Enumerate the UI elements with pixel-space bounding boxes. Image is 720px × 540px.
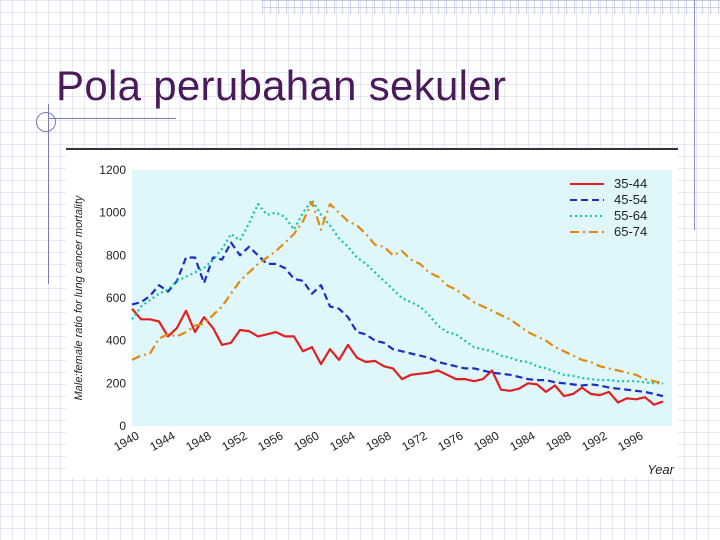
x-tick-label: 1948: [183, 428, 213, 454]
y-tick-label: 800: [106, 248, 126, 262]
lung-cancer-ratio-chart: 0 200 400 600 800 1000 1200 Male:female ratio f…: [73, 163, 675, 477]
y-tick-label: 1000: [99, 206, 126, 220]
legend-label: 55-64: [614, 208, 647, 223]
legend-label: 65-74: [614, 224, 647, 239]
x-tick-label: 1984: [507, 428, 537, 454]
series-line-35-44: [131, 307, 664, 406]
x-tick-label: 1956: [255, 428, 285, 454]
slide-right-rule: [694, 0, 695, 230]
x-tick-label: 1944: [147, 428, 177, 454]
plot-area: [132, 170, 672, 426]
legend-label: 45-54: [614, 192, 647, 207]
x-tick-label: 1992: [579, 428, 609, 454]
x-tick-label: 1980: [471, 428, 501, 454]
y-tick-label: 1200: [99, 163, 126, 177]
x-tick-label: 1976: [435, 428, 465, 454]
x-tick-label: 1988: [543, 428, 573, 454]
x-tick-label: 1960: [291, 428, 321, 454]
x-axis-label: Year: [647, 462, 674, 477]
x-tick-label: 1968: [363, 428, 393, 454]
figure-top-border: [66, 148, 678, 150]
y-tick-label: 0: [119, 419, 126, 433]
x-tick-label: 1940: [111, 428, 141, 454]
y-tick-label: 400: [106, 334, 126, 348]
legend-label: 35-44: [614, 176, 647, 191]
series-line-65-74: [131, 200, 664, 385]
slide-top-decoration: [262, 0, 720, 14]
title-underline: [48, 118, 176, 119]
slide-left-rule: [48, 104, 49, 284]
y-tick-label: 200: [106, 376, 126, 390]
bullet-circle-icon: [36, 112, 56, 132]
x-tick-label: 1972: [399, 428, 429, 454]
y-axis-label: Male:female ratio for lung cancer mortal…: [73, 194, 85, 400]
x-tick-label: 1996: [615, 428, 645, 454]
y-tick-label: 600: [106, 291, 126, 305]
slide-title: Pola perubahan sekuler: [56, 62, 507, 109]
series-line-55-64: [131, 198, 663, 385]
x-tick-label: 1964: [327, 428, 357, 454]
x-tick-label: 1952: [219, 428, 249, 454]
series-line-45-54: [131, 241, 664, 398]
figure-frame: 0 200 400 600 800 1000 1200 Male:female ratio f…: [66, 148, 678, 478]
